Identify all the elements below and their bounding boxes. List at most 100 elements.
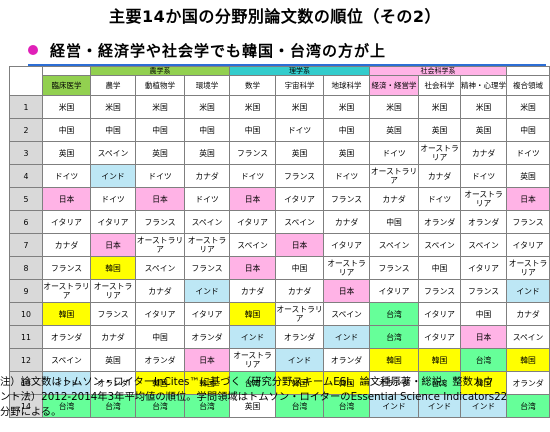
country-cell: 中国	[90, 118, 136, 142]
country-cell: ドイツ	[135, 164, 185, 188]
column-header: 臨床医学	[42, 75, 91, 96]
rank-cell: 7	[9, 233, 43, 257]
country-cell: 英国	[90, 348, 136, 372]
country-cell: 日本	[275, 233, 325, 257]
country-cell: フランス	[323, 187, 371, 211]
country-cell: イタリア	[275, 187, 325, 211]
country-cell: オランダ	[135, 348, 185, 372]
country-cell: カナダ	[229, 279, 277, 303]
country-cell: 米国	[135, 95, 185, 119]
country-cell: 日本	[506, 187, 550, 211]
country-cell: 日本	[229, 187, 277, 211]
country-cell: 日本	[229, 256, 277, 280]
country-cell: イタリア	[42, 210, 91, 234]
country-cell: カナダ	[183, 164, 231, 188]
country-cell: 米国	[183, 95, 231, 119]
country-cell: カナダ	[369, 187, 420, 211]
country-cell: イタリア	[229, 210, 277, 234]
country-cell: オーストラリア	[323, 256, 371, 280]
table-row: 12 スペイン 英国 オランダ 日本 オーストラリア インド オランダ 韓国 韓国 台湾 韓国	[9, 348, 550, 372]
bullet-icon	[28, 45, 38, 55]
country-cell: オランダ	[369, 371, 420, 395]
country-cell: スペイン	[506, 325, 550, 349]
group-header-empty	[42, 66, 91, 76]
country-cell: イタリア	[369, 279, 420, 303]
country-cell: 英国	[460, 118, 508, 142]
country-cell: フランス	[369, 256, 420, 280]
country-cell: 台湾	[323, 394, 371, 418]
country-cell: 中国	[183, 118, 231, 142]
country-cell: 英国	[418, 118, 462, 142]
country-cell: オランダ	[275, 325, 325, 349]
country-cell: ドイツ	[369, 141, 420, 165]
country-cell: イタリア	[418, 302, 462, 326]
country-cell: 中国	[275, 256, 325, 280]
country-cell: 台湾	[369, 302, 420, 326]
country-cell: 英国	[323, 141, 371, 165]
country-cell: 英国	[42, 141, 91, 165]
country-cell: カナダ	[418, 164, 462, 188]
table-row: 11 オランダ カナダ 中国 オランダ インド オランダ インド 台湾 イタリア 日本 スペイン	[9, 325, 550, 349]
country-cell: オーストラリア	[90, 279, 136, 303]
country-cell: 英国	[183, 141, 231, 165]
rank-cell: 5	[9, 187, 43, 211]
column-header: 複合領域	[506, 75, 550, 96]
country-cell: 日本	[460, 325, 508, 349]
country-cell: フランス	[275, 164, 325, 188]
group-header: 理学系	[229, 66, 371, 76]
country-cell: フランス	[135, 210, 185, 234]
column-header: 環境学	[183, 75, 231, 96]
country-cell: フランス	[506, 210, 550, 234]
country-cell: 中国	[369, 210, 420, 234]
country-cell: 台湾	[42, 394, 91, 418]
country-cell: 中国	[506, 118, 550, 142]
country-cell: イタリア	[183, 302, 231, 326]
country-cell: 英国	[135, 141, 185, 165]
column-header: 動植物学	[135, 75, 185, 96]
country-cell: ドイツ	[275, 118, 325, 142]
country-cell: オーストラリア	[460, 187, 508, 211]
table-row: 4 ドイツ インド ドイツ カナダ ドイツ フランス ドイツ オーストラリア カナダ ドイツ 英国	[9, 164, 550, 188]
country-cell: スペイン	[42, 348, 91, 372]
country-cell: 中国	[135, 118, 185, 142]
country-cell: オランダ	[460, 210, 508, 234]
rank-cell: 13	[9, 371, 43, 395]
country-cell: イタリア	[506, 233, 550, 257]
country-cell: オランダ	[323, 348, 371, 372]
country-cell: インド	[418, 394, 462, 418]
country-cell: 日本	[183, 348, 231, 372]
country-cell: スペイン	[275, 210, 325, 234]
country-cell: ドイツ	[183, 187, 231, 211]
country-cell: インド	[460, 394, 508, 418]
country-cell: 台湾	[183, 394, 231, 418]
group-header: 社会科学系	[369, 66, 508, 76]
rank-cell: 4	[9, 164, 43, 188]
country-cell: 英国	[229, 394, 277, 418]
table-row: 1 米国 米国 米国 米国 米国 米国 米国 米国 米国 米国 米国	[9, 95, 550, 119]
group-header-row: 農学系 理学系 社会科学系	[9, 66, 550, 96]
country-cell: 台湾	[460, 348, 508, 372]
country-cell: オランダ	[506, 371, 550, 395]
divider-line	[28, 64, 546, 66]
table-row: 14 台湾 台湾 台湾 台湾 英国 台湾 台湾 インド インド インド 台湾	[9, 394, 550, 418]
country-cell: オーストラリア	[275, 302, 325, 326]
country-cell: イタリア	[418, 325, 462, 349]
country-cell: 中国	[460, 302, 508, 326]
table-row: 3 英国 スペイン 英国 英国 フランス 英国 英国 ドイツ オーストラリア カナダ ドイツ	[9, 141, 550, 165]
country-cell: 米国	[418, 95, 462, 119]
country-cell: 中国	[229, 118, 277, 142]
country-cell: イタリア	[460, 256, 508, 280]
group-header-empty	[506, 66, 550, 76]
footnote: 注）論文数はトムソン・ロイターInCites™に基づく（研究分野スキームESI、…	[0, 375, 550, 420]
country-cell: オランダ	[183, 325, 231, 349]
country-cell: 台湾	[229, 371, 277, 395]
country-cell: フランス	[460, 279, 508, 303]
country-cell: フランス	[229, 141, 277, 165]
country-cell: ドイツ	[42, 164, 91, 188]
country-cell: ドイツ	[460, 164, 508, 188]
column-header: 社会科学	[418, 75, 462, 96]
country-cell: オランダ	[418, 210, 462, 234]
country-cell: 韓国	[418, 348, 462, 372]
country-cell: 米国	[90, 95, 136, 119]
country-cell: スペイン	[323, 302, 371, 326]
